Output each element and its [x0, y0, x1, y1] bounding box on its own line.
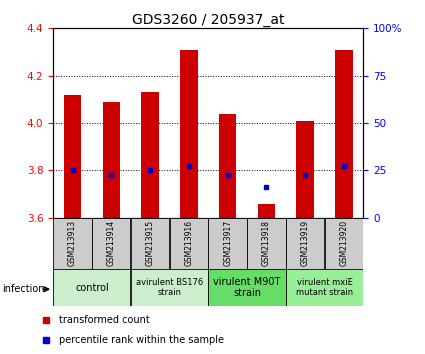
Bar — [335, 50, 353, 218]
Text: GSM213914: GSM213914 — [107, 220, 116, 267]
Text: GSM213913: GSM213913 — [68, 220, 77, 267]
Text: GSM213915: GSM213915 — [146, 220, 155, 267]
Text: GSM213917: GSM213917 — [223, 220, 232, 267]
Text: percentile rank within the sample: percentile rank within the sample — [59, 335, 224, 345]
Bar — [92, 218, 130, 269]
Bar — [53, 218, 92, 269]
Text: GSM213920: GSM213920 — [340, 220, 348, 267]
Bar — [142, 92, 159, 218]
Bar — [297, 121, 314, 218]
Bar — [208, 269, 286, 306]
Bar — [208, 218, 247, 269]
Bar — [102, 102, 120, 218]
Bar — [170, 218, 208, 269]
Bar — [247, 218, 286, 269]
Bar — [286, 269, 363, 306]
Text: GSM213919: GSM213919 — [301, 220, 310, 267]
Text: avirulent BS176
strain: avirulent BS176 strain — [136, 278, 203, 297]
Bar — [286, 218, 324, 269]
Bar — [219, 114, 236, 218]
Text: infection: infection — [2, 284, 45, 294]
Bar — [53, 269, 130, 306]
Text: virulent M90T
strain: virulent M90T strain — [213, 277, 281, 298]
Bar — [131, 218, 169, 269]
Text: GSM213918: GSM213918 — [262, 221, 271, 266]
Text: transformed count: transformed count — [59, 315, 150, 325]
Text: GSM213916: GSM213916 — [184, 220, 193, 267]
Bar — [180, 50, 198, 218]
Bar — [325, 218, 363, 269]
Text: control: control — [75, 282, 109, 293]
Bar — [64, 95, 81, 218]
Title: GDS3260 / 205937_at: GDS3260 / 205937_at — [132, 13, 284, 27]
Bar — [131, 269, 208, 306]
Text: virulent mxiE
mutant strain: virulent mxiE mutant strain — [296, 278, 353, 297]
Bar — [258, 204, 275, 218]
